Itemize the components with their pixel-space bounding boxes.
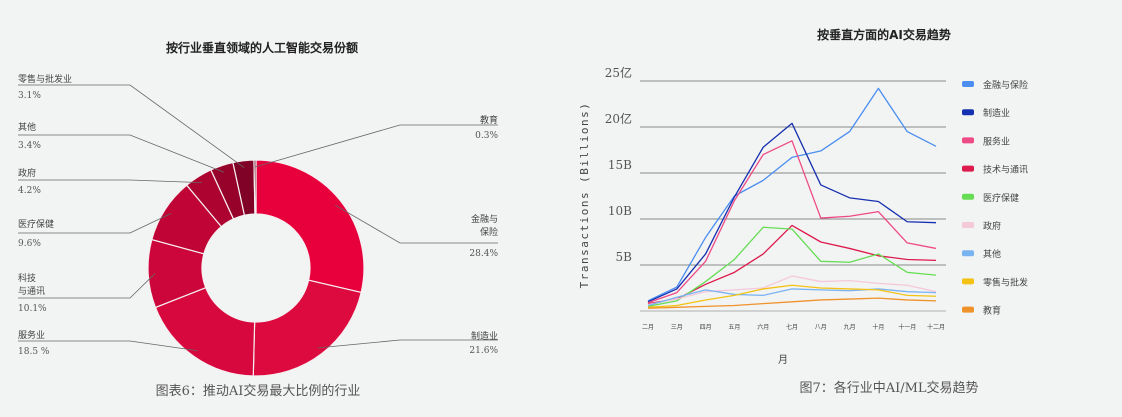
line-y-tick-label-0: 5B [616,250,633,264]
line-x-tick-label-5: 七月 [786,323,798,331]
line-y-tick-label-3: 20亿 [605,111,632,126]
pie-chart: 按行业垂直领域的人工智能交易份额 金融与保险 28.4% 制造业 21.6% 服务业 18… [18,40,498,399]
pie-chart-title: 按行业垂直领域的人工智能交易份额 [166,40,358,55]
pie-slice-0 [255,159,365,294]
legend-label-2: 服务业 [983,135,1010,147]
legend-label-6: 其他 [983,248,1001,260]
line-gridlines [640,80,946,312]
legend-swatch-2 [962,137,974,144]
pie-slice-label-2: 服务业 [18,329,45,341]
line-series-0 [647,87,937,302]
line-x-tick-label-8: 十月 [872,323,884,331]
pie-slice-label-7: 零售与批发业 [18,73,72,85]
legend-label-3: 技术与通讯 [983,164,1028,176]
legend-swatch-1 [962,109,974,116]
legend-label-7: 零售与批发 [983,276,1028,288]
pie-slice-value-1: 21.6% [469,346,498,356]
line-series-5 [647,275,937,306]
line-series-4 [647,226,937,308]
line-x-axis-label: 月 [778,354,788,366]
pie-leader-line-8 [254,124,498,168]
pie-slice-label-8: 教育 [480,114,498,126]
pie-slice-value-5: 4.2% [18,186,41,196]
line-x-tick-label-3: 五月 [728,324,740,331]
pie-slice-label-0-line-1: 保险 [480,226,498,238]
line-x-tick-labels: 二月 三月 四月 五月 六月 七月 八月 九月 十月 十一月 十二月 [642,323,945,331]
pie-leader-line-4 [18,213,172,234]
pie-slice-value-7: 3.1% [18,91,41,101]
pie-leader-line-6 [18,134,225,173]
line-y-axis-label: Transactions (Billions) [578,102,591,289]
legend-swatch-5 [962,222,974,228]
legend-swatch-0 [962,81,974,87]
pie-slice-1 [252,279,362,377]
pie-slice-label-5: 政府 [18,167,36,179]
line-chart-caption: 图7：各行业中AI/ML交易趋势 [799,380,978,396]
legend-label-1: 制造业 [983,107,1010,119]
pie-leader-line-2 [18,340,199,352]
legend-label-5: 政府 [983,220,1001,232]
line-x-tick-label-10: 十二月 [927,323,945,331]
pie-slice-value-6: 3.4% [18,141,41,151]
legend-swatch-8 [962,306,974,313]
line-y-tick-label-4: 25亿 [605,65,632,80]
line-x-tick-label-2: 四月 [700,324,712,331]
pie-chart-caption: 图表6：推动AI交易最大比例的行业 [156,383,361,399]
line-series [647,87,937,309]
legend-label-8: 教育 [983,305,1001,317]
line-x-tick-label-4: 六月 [757,323,769,331]
line-y-tick-labels: 5B 10B 15B 20亿 25亿 [605,65,632,264]
line-x-tick-label-6: 八月 [815,324,827,331]
pie-leader-line-3 [18,273,156,299]
pie-leader-line-0 [334,204,498,244]
line-x-tick-label-0: 二月 [642,324,654,331]
pie-slice-label-6: 其他 [18,121,36,133]
pie-slices [147,159,365,377]
pie-slice-value-8: 0.3% [475,131,498,141]
line-series-2 [647,140,937,304]
pie-slice-label-1: 制造业 [471,330,498,342]
line-series-3 [647,224,937,305]
pie-slice-value-2: 18.5 % [18,347,50,357]
pie-slice-8 [253,159,257,215]
pie-slice-label-3-line-1: 与通讯 [18,286,45,297]
line-y-tick-label-2: 15B [608,158,632,172]
pie-slice-label-4: 医疗保健 [18,218,54,230]
legend-swatch-6 [962,250,974,257]
line-x-tick-label-1: 三月 [671,324,683,331]
pie-leader-lines [18,84,498,352]
line-series-8 [647,297,937,309]
pie-slice-label-3-line-0: 科技 [18,272,36,284]
pie-slice-value-4: 9.6% [18,239,41,249]
line-series-7 [647,284,937,308]
legend-swatch-7 [962,278,974,285]
pie-leader-line-1 [317,339,498,349]
pie-leader-line-5 [18,179,203,184]
line-y-tick-label-1: 10B [608,204,632,218]
legend-swatch-3 [962,165,974,172]
legend-swatch-4 [962,193,974,200]
pie-slice-label-0-line-0: 金融与 [471,213,498,225]
pie-slice-value-3: 10.1% [18,304,47,314]
line-x-tick-label-7: 九月 [844,323,856,331]
legend-label-0: 金融与保险 [983,79,1028,91]
pie-slice-value-0: 28.4% [469,249,498,259]
line-chart-title: 按垂直方面的AI交易趋势 [817,27,951,42]
legend-label-4: 医疗保健 [983,192,1019,204]
line-series-1 [647,122,937,303]
line-series-6 [647,288,937,307]
pie-leader-line-7 [18,84,245,169]
line-x-tick-label-9: 十一月 [898,323,916,331]
